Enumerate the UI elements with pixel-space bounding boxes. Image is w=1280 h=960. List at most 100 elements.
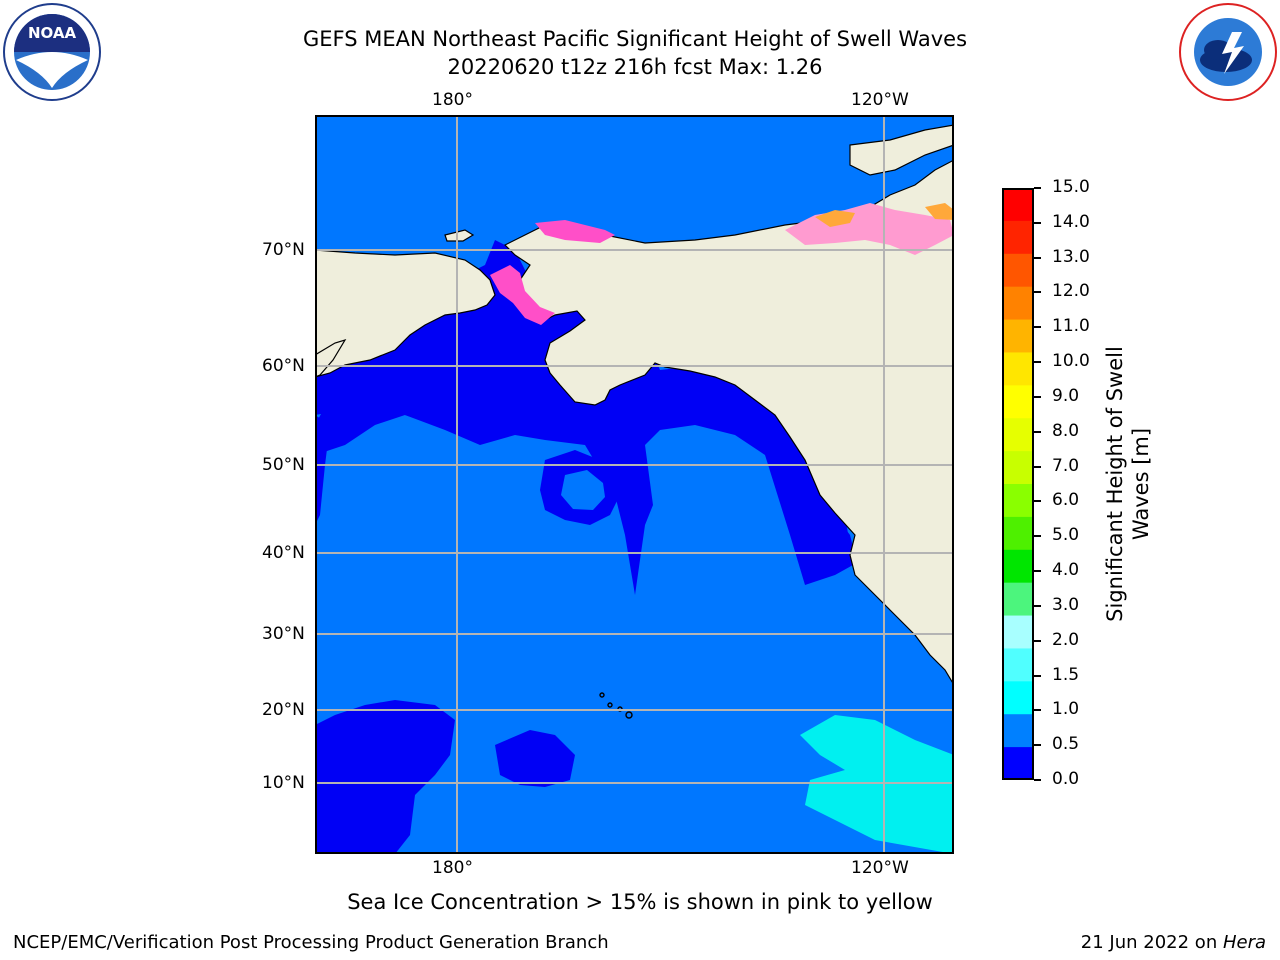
map-gridlines: [315, 115, 954, 854]
colorbar-tick-label: 9.0: [1052, 385, 1080, 406]
nws-logo: [1178, 2, 1278, 102]
colorbar-swatch: [1002, 385, 1034, 419]
colorbar-tick-label: 3.0: [1052, 594, 1080, 615]
colorbar: [1002, 188, 1034, 781]
colorbar-tick-label: 2.0: [1052, 629, 1080, 650]
sea-ice-caption: Sea Ice Concentration > 15% is shown in …: [347, 890, 933, 914]
colorbar-swatch: [1002, 418, 1034, 452]
lat-tick-10n: 10°N: [262, 773, 305, 793]
ocean-deep-california: [810, 510, 855, 560]
lon-tick-bottom-180: 180°: [432, 858, 473, 878]
lat-tick-40n: 40°N: [262, 543, 305, 563]
map-frame: [315, 115, 954, 854]
colorbar-swatch: [1002, 549, 1034, 584]
map-canvas: [314, 115, 955, 854]
svg-text:NOAA: NOAA: [28, 24, 77, 42]
lat-tick-50n: 50°N: [262, 455, 305, 475]
land-siberia: [314, 249, 496, 378]
colorbar-tick-mark: [1034, 395, 1041, 398]
ocean-deep-south-central: [495, 730, 575, 787]
sea-ice-beaufort: [535, 220, 615, 243]
ocean-light-east: [800, 715, 954, 854]
footer-left: NCEP/EMC/Verification Post Processing Pr…: [13, 932, 609, 953]
colorbar-tick-label: 1.0: [1052, 699, 1080, 720]
noaa-logo: NOAA: [2, 2, 102, 102]
colorbar-swatch: [1002, 681, 1034, 715]
colorbar-tick-label: 7.0: [1052, 455, 1080, 476]
colorbar-swatch: [1002, 484, 1034, 518]
colorbar-swatch: [1002, 516, 1034, 551]
colorbar-swatch: [1002, 253, 1034, 288]
colorbar-tick-label: 13.0: [1052, 246, 1090, 267]
colorbar-swatch: [1002, 714, 1034, 748]
land-arctic-islands: [849, 124, 955, 176]
colorbar-tick-mark: [1034, 744, 1041, 747]
colorbar-tick-mark: [1034, 779, 1041, 781]
colorbar-tick-mark: [1034, 361, 1041, 364]
colorbar-tick-label: 0.0: [1052, 769, 1080, 789]
lon-tick-top-180: 180°: [432, 90, 473, 110]
lat-tick-60n: 60°N: [262, 356, 305, 376]
colorbar-tick-mark: [1034, 570, 1041, 573]
colorbar-swatch: [1002, 582, 1034, 617]
colorbar-tick-mark: [1034, 709, 1041, 712]
colorbar-tick-label: 1.5: [1052, 664, 1080, 685]
colorbar-swatch: [1002, 648, 1034, 682]
colorbar-label-line1: Significant Height of Swell: [1103, 346, 1127, 622]
sea-ice-north-orange: [925, 203, 954, 220]
lon-tick-top-120w: 120°W: [851, 90, 909, 110]
lat-tick-70n: 70°N: [262, 240, 305, 260]
colorbar-tick-label: 4.0: [1052, 560, 1080, 581]
ocean-deep-southwest: [315, 700, 455, 854]
chart-title-line1: GEFS MEAN Northeast Pacific Significant …: [302, 27, 968, 51]
footer-host: Hera: [1222, 932, 1266, 953]
colorbar-label: Significant Height of Swell Waves [m]: [1102, 304, 1154, 664]
colorbar-tick-label: 12.0: [1052, 281, 1090, 302]
colorbar-tick-label: 14.0: [1052, 211, 1090, 232]
ocean-deep-west-edge: [315, 415, 330, 525]
colorbar-swatch: [1002, 615, 1034, 649]
ocean-mid-gyre-hole: [561, 470, 605, 510]
colorbar-swatch: [1002, 286, 1034, 321]
footer-right: 21 Jun 2022 on Hera: [1081, 932, 1266, 953]
colorbar-label-line2: Waves [m]: [1129, 427, 1153, 541]
colorbar-tick-mark: [1034, 326, 1041, 329]
chart-title-line2: 20220620 t12z 216h fcst Max: 1.26: [447, 55, 823, 79]
colorbar-tick-mark: [1034, 604, 1041, 607]
land-wrangel-island: [444, 229, 475, 242]
colorbar-tick-mark: [1034, 187, 1041, 189]
colorbar-tick-mark: [1034, 465, 1041, 468]
colorbar-tick-label: 8.0: [1052, 420, 1080, 441]
footer-date: 21 Jun 2022 on: [1080, 932, 1223, 953]
sea-ice-canada-orange: [815, 210, 855, 227]
land-north-america: [503, 159, 955, 688]
colorbar-swatch: [1002, 352, 1034, 386]
colorbar-swatch: [1002, 319, 1034, 353]
lon-tick-bottom-120w: 120°W: [851, 858, 909, 878]
colorbar-tick-mark: [1034, 535, 1041, 538]
colorbar-tick-label: 15.0: [1052, 177, 1090, 197]
colorbar-frame: [1002, 188, 1034, 780]
lat-tick-30n: 30°N: [262, 624, 305, 644]
colorbar-tick-label: 10.0: [1052, 351, 1090, 372]
swell-height-map: [314, 115, 955, 854]
colorbar-tick-label: 11.0: [1052, 316, 1090, 337]
colorbar-tick-mark: [1034, 256, 1041, 259]
colorbar-tick-label: 6.0: [1052, 490, 1080, 511]
colorbar-swatch: [1002, 747, 1034, 781]
colorbar-tick-mark: [1034, 500, 1041, 503]
colorbar-swatches: [1002, 188, 1034, 781]
colorbar-swatch: [1002, 188, 1034, 222]
sea-ice-chukchi: [490, 265, 555, 325]
colorbar-tick-mark: [1034, 674, 1041, 677]
colorbar-swatch: [1002, 220, 1034, 255]
colorbar-tick-mark: [1034, 221, 1041, 224]
lat-tick-20n: 20°N: [262, 700, 305, 720]
colorbar-swatch: [1002, 451, 1034, 485]
colorbar-tick-label: 0.5: [1052, 734, 1080, 755]
colorbar-tick-mark: [1034, 639, 1041, 642]
colorbar-tick-mark: [1034, 291, 1041, 294]
ocean-deep-bering: [315, 240, 660, 425]
colorbar-tick-label: 5.0: [1052, 525, 1080, 546]
colorbar-tick-mark: [1034, 430, 1041, 433]
